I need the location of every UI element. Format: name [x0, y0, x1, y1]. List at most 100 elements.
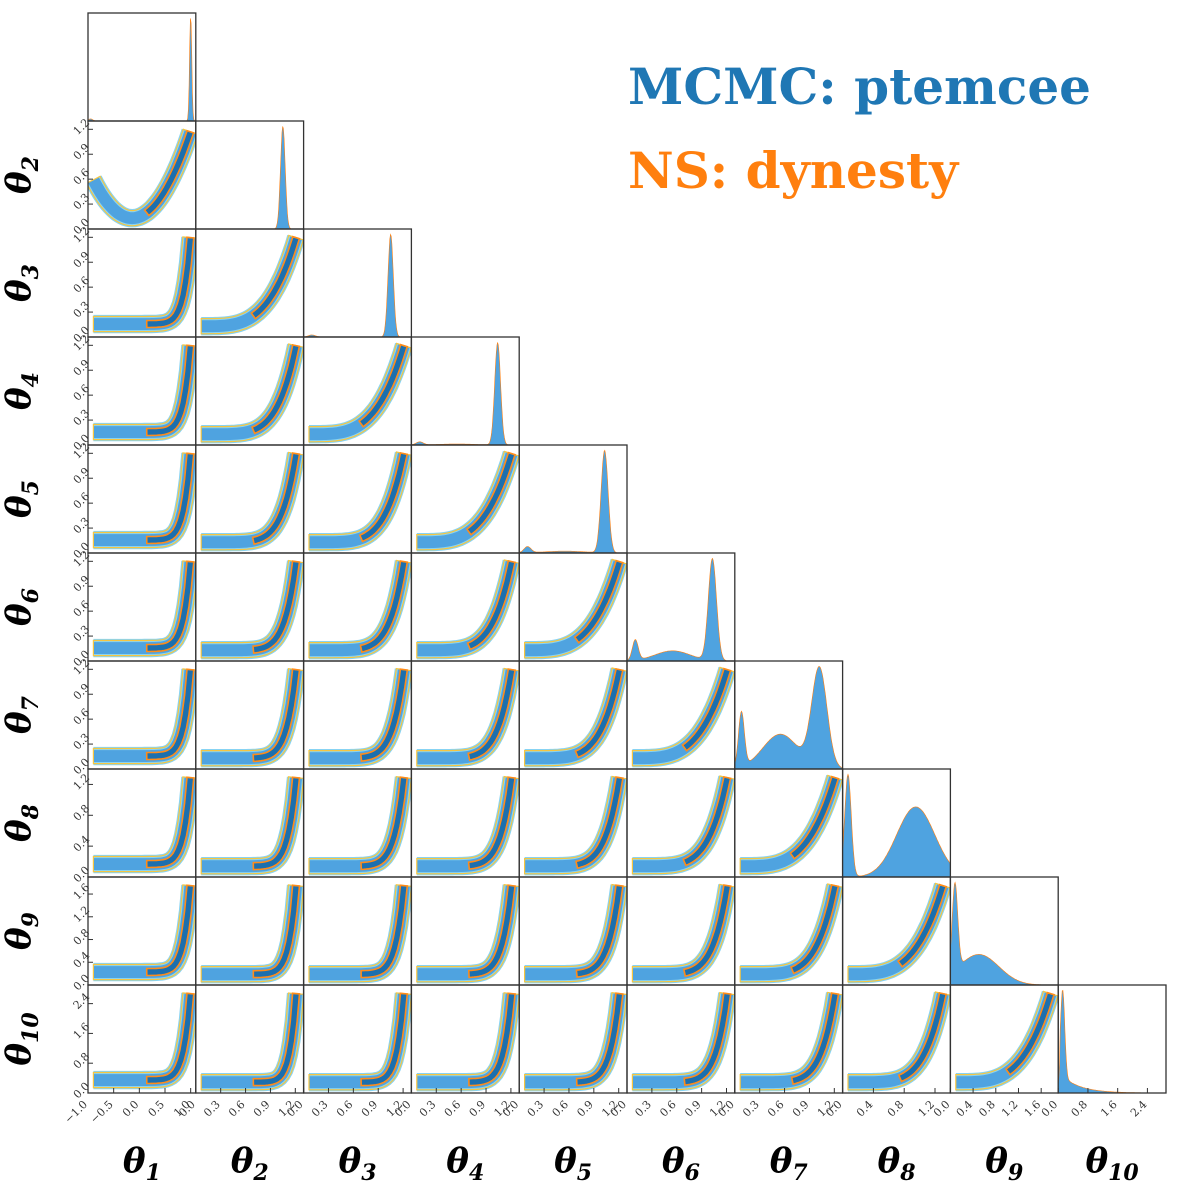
x-tick-label: 1.6 — [1098, 1098, 1120, 1120]
ns-contour-1 — [252, 560, 301, 654]
panel-7-7 — [734, 666, 843, 769]
ns-contour-1 — [789, 775, 840, 860]
panel-10-5 — [524, 992, 628, 1092]
contour-1sigma — [146, 885, 194, 975]
y-tick-label: 2.4 — [71, 990, 93, 1012]
x-tick-label: 0.0 — [931, 1098, 953, 1120]
panel-6-6 — [627, 557, 735, 661]
panel-9-6 — [631, 883, 735, 984]
x-tick-label: 0.4 — [854, 1098, 876, 1120]
contour-1sigma — [468, 885, 515, 977]
contour-1sigma — [682, 668, 731, 751]
marginal-fill-5 — [519, 449, 627, 553]
panel-5-2 — [200, 451, 304, 552]
panel-6-2 — [200, 559, 304, 660]
y-tick-label: 0.4 — [71, 949, 93, 971]
ns-contour-1 — [468, 992, 516, 1087]
x-tick-label: 1.2 — [999, 1098, 1021, 1120]
panel-5-3 — [308, 451, 412, 552]
panel-2-2 — [195, 126, 304, 229]
ns-contour-1 — [360, 992, 409, 1087]
x-axis-label-8: θ8 — [878, 1141, 916, 1186]
contour-1sigma — [253, 669, 300, 761]
contour-2sigma — [524, 668, 626, 765]
panel-9-9 — [950, 881, 1059, 985]
contour-1sigma — [791, 885, 838, 973]
panel-7-1 — [92, 668, 196, 766]
y-axis-label-10: θ10 — [0, 1012, 44, 1066]
contour-1sigma — [251, 236, 299, 319]
ns-contour-2 — [92, 776, 196, 873]
contour-1sigma — [253, 885, 300, 978]
contour-1sigma — [684, 993, 731, 1085]
contour-3sigma — [201, 992, 304, 1092]
x-tick-label: 0.3 — [417, 1098, 439, 1120]
contour-2sigma — [632, 776, 733, 873]
panel-10-10 — [1058, 989, 1166, 1093]
y-axis-label-7: θ7 — [0, 695, 44, 734]
marginal-fill-4 — [411, 342, 520, 445]
ns-contour-1 — [360, 776, 409, 871]
ns-contour-1 — [252, 776, 301, 871]
contour-1sigma — [361, 777, 407, 869]
contour-1sigma — [360, 669, 407, 761]
panel-9-5 — [524, 883, 628, 984]
ns-contour-1 — [682, 775, 732, 867]
panel-10-7 — [739, 991, 843, 1092]
panel-5-4 — [416, 450, 520, 552]
x-tick-label: 0.6 — [442, 1098, 464, 1120]
ns-contour-1 — [575, 776, 624, 870]
ns-contour-2 — [92, 668, 196, 765]
x-tick-label: −1.0 — [62, 1098, 90, 1126]
contour-1sigma — [576, 993, 623, 1085]
ns-contour-1 — [896, 883, 948, 968]
x-tick-label: 0.8 — [976, 1098, 998, 1120]
ns-contour-1 — [250, 343, 301, 435]
y-axis-label-8: θ8 — [0, 804, 44, 842]
contour-1sigma — [361, 993, 407, 1086]
panel-10-6 — [631, 991, 735, 1092]
contour-1sigma — [467, 452, 515, 535]
x-tick-label: −0.5 — [88, 1098, 116, 1126]
x-axis-label-7: θ7 — [770, 1141, 809, 1186]
contour-1sigma — [146, 993, 194, 1083]
panel-7-2 — [200, 668, 304, 768]
contour-1sigma — [146, 561, 194, 651]
ns-contour-2 — [416, 992, 520, 1091]
y-tick-label: 0.3 — [71, 623, 93, 645]
y-axis-label-6: θ6 — [0, 588, 44, 626]
ns-contour-2 — [88, 128, 196, 227]
y-tick-label: 0.8 — [71, 802, 93, 824]
x-tick-label: 0.8 — [885, 1098, 907, 1120]
contour-2sigma — [416, 560, 518, 657]
panel-9-3 — [308, 884, 412, 984]
y-tick-label: 0.3 — [71, 731, 93, 753]
x-tick-label: 0.3 — [740, 1098, 762, 1120]
x-tick-label: 0.3 — [309, 1098, 331, 1120]
panel-4-1 — [92, 344, 196, 442]
ns-contour-1 — [575, 884, 624, 978]
contour-1sigma — [359, 344, 407, 427]
x-tick-label: 0.3 — [525, 1098, 547, 1120]
contour-1sigma — [360, 453, 407, 541]
y-tick-label: 0.3 — [71, 299, 93, 321]
contour-1sigma — [683, 777, 731, 865]
panel-frame — [87, 12, 197, 122]
ns-contour-1 — [251, 452, 301, 546]
y-tick-label: 0.8 — [71, 926, 93, 948]
ns-contour-1 — [250, 235, 301, 320]
panel-3-1 — [92, 236, 196, 334]
panel-8-8 — [842, 773, 951, 877]
panel-10-2 — [200, 992, 304, 1092]
ns-contour-1 — [681, 667, 732, 752]
x-tick-label: 0.0 — [1039, 1098, 1061, 1120]
x-axis-label-9: θ9 — [985, 1141, 1023, 1186]
x-tick-label: 0.3 — [201, 1098, 223, 1120]
y-tick-label: 0.6 — [71, 598, 93, 620]
x-axis-label-10: θ10 — [1085, 1141, 1139, 1186]
ns-contour-1 — [467, 884, 516, 979]
panel-10-3 — [308, 992, 412, 1092]
y-axis-label-5: θ5 — [0, 480, 44, 518]
y-tick-label: 1.6 — [71, 1020, 93, 1042]
ns-contour-1 — [143, 129, 195, 217]
